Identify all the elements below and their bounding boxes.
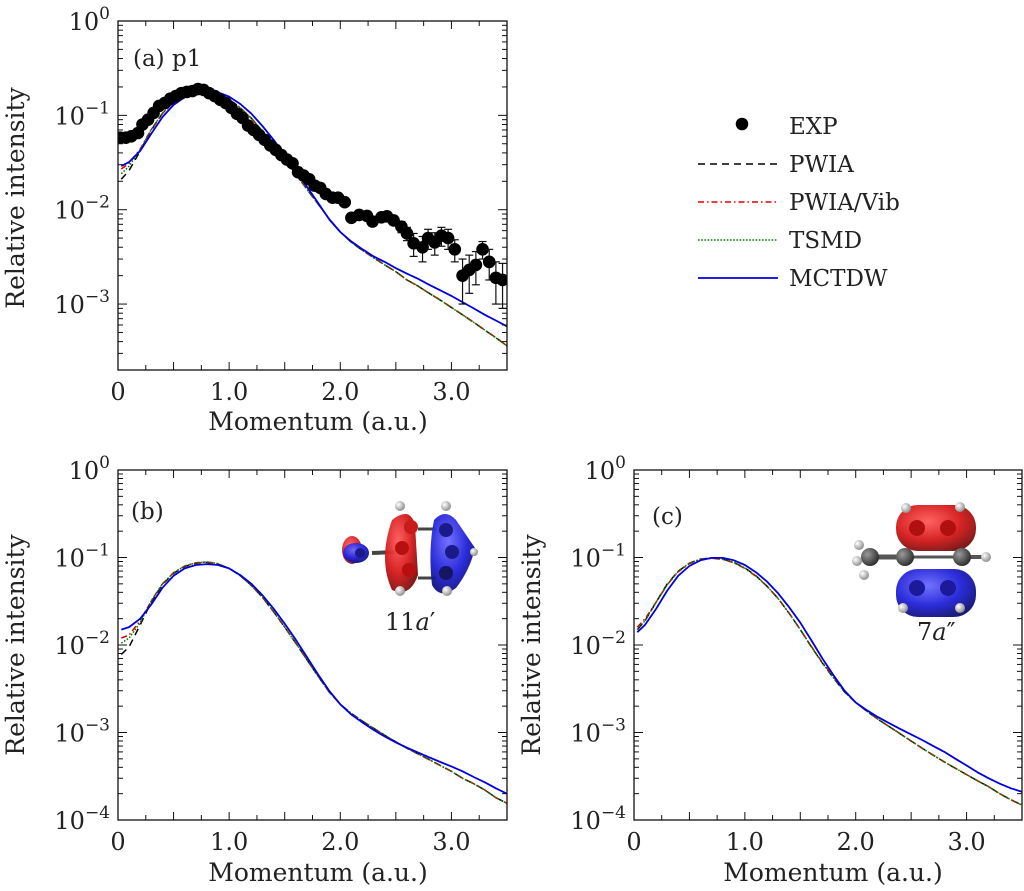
panel-c-label: (c) (652, 504, 683, 530)
exp-point (338, 195, 352, 209)
molecule-11a-prime-image (342, 501, 478, 596)
y-tick-label: 10−4 (570, 803, 626, 835)
panel-b-series-pwia (120, 561, 507, 804)
y-tick-label: 10−3 (54, 716, 110, 748)
legend-marker-exp (735, 117, 749, 131)
x-tick-label: 1.0 (210, 828, 248, 856)
y-tick-label: 10−2 (570, 628, 626, 660)
exp-point (476, 243, 489, 256)
x-tick-label: 1.0 (210, 378, 248, 406)
legend-label: PWIA/Vib (789, 190, 900, 216)
panel-a: 0 1.0 2.0 3.0 100 10−1 10−2 10−3 (a) p1 Momentu… (1, 4, 508, 436)
orbital-label-7a: 7a″ (917, 618, 956, 646)
panel-c-ylabel: Relative intensity (517, 533, 546, 755)
panel-b-series-tsmd (120, 561, 507, 804)
panel-b-xlabel: Momentum (a.u.) (208, 858, 427, 887)
legend-label: TSMD (789, 228, 862, 254)
panel-a-series-pwia (120, 90, 507, 347)
y-tick-label: 100 (585, 453, 626, 485)
x-tick-label: 0 (626, 828, 641, 856)
y-tick-label: 10−3 (54, 287, 110, 319)
x-tick-label: 0 (110, 828, 125, 856)
panel-a-ylabel: Relative intensity (1, 86, 30, 308)
legend: EXP PWIA PWIA/Vib TSMD MCTDW (698, 114, 900, 292)
panel-a-series-tsmd (120, 90, 507, 347)
y-tick-label: 100 (69, 453, 110, 485)
panel-a-series-mctdw (120, 90, 507, 328)
y-tick-label: 10−4 (54, 803, 110, 835)
panel-c-series-tsmd (636, 557, 1022, 806)
panel-b-series-mctdw (121, 563, 507, 795)
x-tick-label: 1.0 (726, 828, 764, 856)
panel-a-axes: 0 1.0 2.0 3.0 100 10−1 10−2 10−3 (54, 4, 508, 406)
exp-point (496, 273, 507, 287)
y-tick-label: 10−2 (54, 628, 110, 660)
x-tick-label: 2.0 (321, 378, 359, 406)
x-tick-label: 2.0 (321, 828, 359, 856)
panel-c-xlabel: Momentum (a.u.) (723, 858, 942, 887)
x-tick-label: 0 (110, 378, 125, 406)
exp-point (400, 227, 414, 240)
panel-b-marks (120, 561, 507, 804)
exp-point (482, 255, 496, 269)
panel-c-marks (636, 557, 1022, 806)
x-tick-label: 3.0 (432, 378, 470, 406)
legend-item-exp: EXP (735, 114, 838, 140)
y-tick-label: 10−3 (570, 716, 626, 748)
panel-b-ylabel: Relative intensity (1, 533, 30, 755)
y-tick-label: 10−1 (54, 541, 110, 573)
panel-b-axes: 0 1.0 2.0 3.0 100 10−1 10−2 10−3 10−4 (54, 453, 508, 856)
legend-item-tsmd: TSMD (698, 228, 862, 254)
exp-point (441, 231, 455, 245)
legend-label: MCTDW (789, 266, 888, 292)
panel-b-series-pwiavib (121, 561, 507, 804)
panel-a-series-pwiavib (120, 90, 507, 347)
legend-item-mctdw: MCTDW (698, 266, 888, 292)
x-tick-label: 3.0 (947, 828, 985, 856)
legend-item-pwiavib: PWIA/Vib (698, 190, 900, 216)
y-tick-label: 10−2 (54, 193, 110, 225)
x-tick-label: 3.0 (432, 828, 470, 856)
panel-a-xlabel: Momentum (a.u.) (208, 407, 427, 436)
exp-point (469, 258, 483, 272)
panel-a-marks (118, 82, 507, 347)
y-tick-label: 10−1 (54, 98, 110, 130)
panel-c: 0 1.0 2.0 3.0 100 10−1 10−2 10−3 10−4 (c) 7a″ (517, 453, 1023, 887)
panel-b-label: (b) (131, 499, 164, 525)
x-tick-label: 2.0 (837, 828, 875, 856)
molecule-7a-double-prime-image (852, 502, 991, 617)
exp-point (448, 243, 462, 256)
orbital-label-11a: 11a′ (385, 608, 435, 636)
y-tick-label: 100 (69, 4, 110, 36)
legend-item-pwia: PWIA (698, 152, 854, 178)
y-tick-label: 10−1 (570, 541, 626, 573)
panel-c-series-mctdw (636, 557, 1022, 793)
exp-point (416, 240, 429, 254)
legend-label: PWIA (789, 152, 854, 178)
legend-label: EXP (789, 114, 838, 140)
panel-c-axes: 0 1.0 2.0 3.0 100 10−1 10−2 10−3 10−4 (570, 453, 1023, 856)
panel-b: 0 1.0 2.0 3.0 100 10−1 10−2 10−3 10−4 (b) 11a′ M… (1, 453, 508, 887)
panel-a-label: (a) p1 (133, 46, 201, 72)
